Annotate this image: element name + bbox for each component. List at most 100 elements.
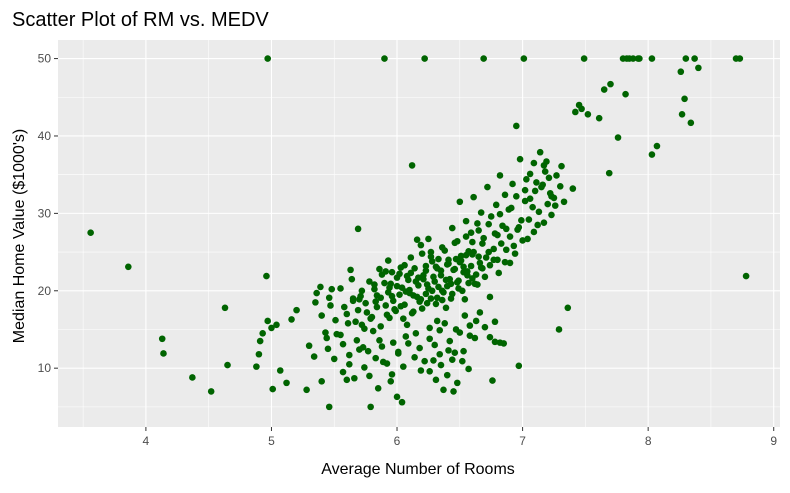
data-point (263, 272, 270, 280)
data-point (506, 233, 514, 240)
data-point (485, 248, 492, 256)
y-axis-title: Median Home Value ($1000's) (11, 129, 28, 343)
data-point (462, 251, 470, 259)
data-point (480, 55, 487, 62)
data-point (471, 334, 479, 342)
x-tick-label: 9 (770, 434, 777, 448)
data-point (459, 287, 466, 295)
data-point (293, 306, 300, 314)
data-point (317, 283, 324, 291)
data-point (461, 312, 469, 319)
data-point (253, 363, 260, 370)
data-point (497, 240, 505, 247)
data-point (343, 310, 351, 318)
data-point (425, 235, 432, 243)
data-point (318, 312, 325, 319)
data-point (476, 309, 484, 316)
data-point (388, 292, 396, 300)
data-point (400, 315, 407, 322)
data-point (465, 279, 472, 287)
data-point (418, 250, 426, 257)
data-point (392, 307, 400, 315)
data-point (412, 330, 420, 337)
data-point (407, 254, 415, 261)
data-point (496, 210, 504, 218)
data-point (520, 55, 528, 62)
data-point (431, 341, 438, 349)
data-point (273, 321, 280, 329)
data-point (437, 271, 445, 279)
data-point (415, 282, 422, 289)
data-point (339, 368, 347, 376)
data-point (448, 290, 456, 298)
data-point (417, 241, 425, 249)
data-point (678, 111, 686, 118)
data-point (578, 105, 585, 113)
data-point (330, 355, 338, 363)
data-point (446, 337, 454, 345)
data-point (384, 257, 392, 264)
data-point (373, 303, 381, 311)
data-point (422, 262, 430, 270)
data-point (386, 284, 393, 291)
data-point (189, 374, 196, 381)
data-point (417, 367, 425, 374)
data-point (492, 201, 500, 209)
data-point (432, 376, 440, 384)
data-point (354, 306, 362, 314)
data-point (507, 204, 515, 212)
data-point (325, 294, 333, 302)
data-point (430, 273, 437, 281)
data-point (564, 304, 572, 312)
data-point (221, 304, 229, 312)
data-point (438, 296, 446, 304)
data-point (682, 55, 690, 62)
data-point (457, 252, 465, 260)
data-point (491, 230, 499, 237)
data-point (325, 403, 333, 411)
data-point (453, 379, 461, 387)
data-point (464, 268, 471, 275)
data-point (525, 216, 533, 223)
data-point (374, 385, 382, 392)
data-point (437, 361, 445, 369)
data-point (305, 342, 313, 350)
data-point (479, 240, 486, 247)
data-point (402, 288, 410, 295)
data-point (475, 253, 482, 261)
data-point (433, 265, 441, 272)
data-point (481, 323, 489, 331)
data-point (556, 182, 564, 190)
data-point (87, 229, 94, 237)
data-point (648, 151, 656, 158)
data-point (255, 350, 263, 358)
data-point (445, 347, 452, 354)
data-point (383, 360, 391, 367)
data-point (496, 172, 504, 179)
data-point (535, 208, 543, 216)
data-point (540, 219, 548, 226)
data-point (125, 263, 132, 271)
data-point (372, 298, 379, 305)
data-point (346, 361, 353, 368)
data-point (518, 217, 525, 224)
data-point (408, 162, 416, 169)
data-point (467, 229, 475, 237)
x-tick-label: 5 (268, 434, 275, 448)
data-point (288, 316, 295, 323)
data-point (318, 378, 325, 385)
data-point (459, 357, 466, 365)
data-point (521, 197, 529, 205)
data-point (691, 55, 698, 62)
data-point (541, 168, 549, 175)
data-point (456, 329, 464, 336)
data-point (435, 283, 442, 291)
data-point (453, 278, 461, 286)
data-point (264, 55, 271, 62)
data-point (346, 351, 353, 359)
data-point (470, 193, 477, 201)
data-point (496, 339, 504, 346)
data-point (394, 348, 402, 356)
data-point (460, 263, 467, 271)
